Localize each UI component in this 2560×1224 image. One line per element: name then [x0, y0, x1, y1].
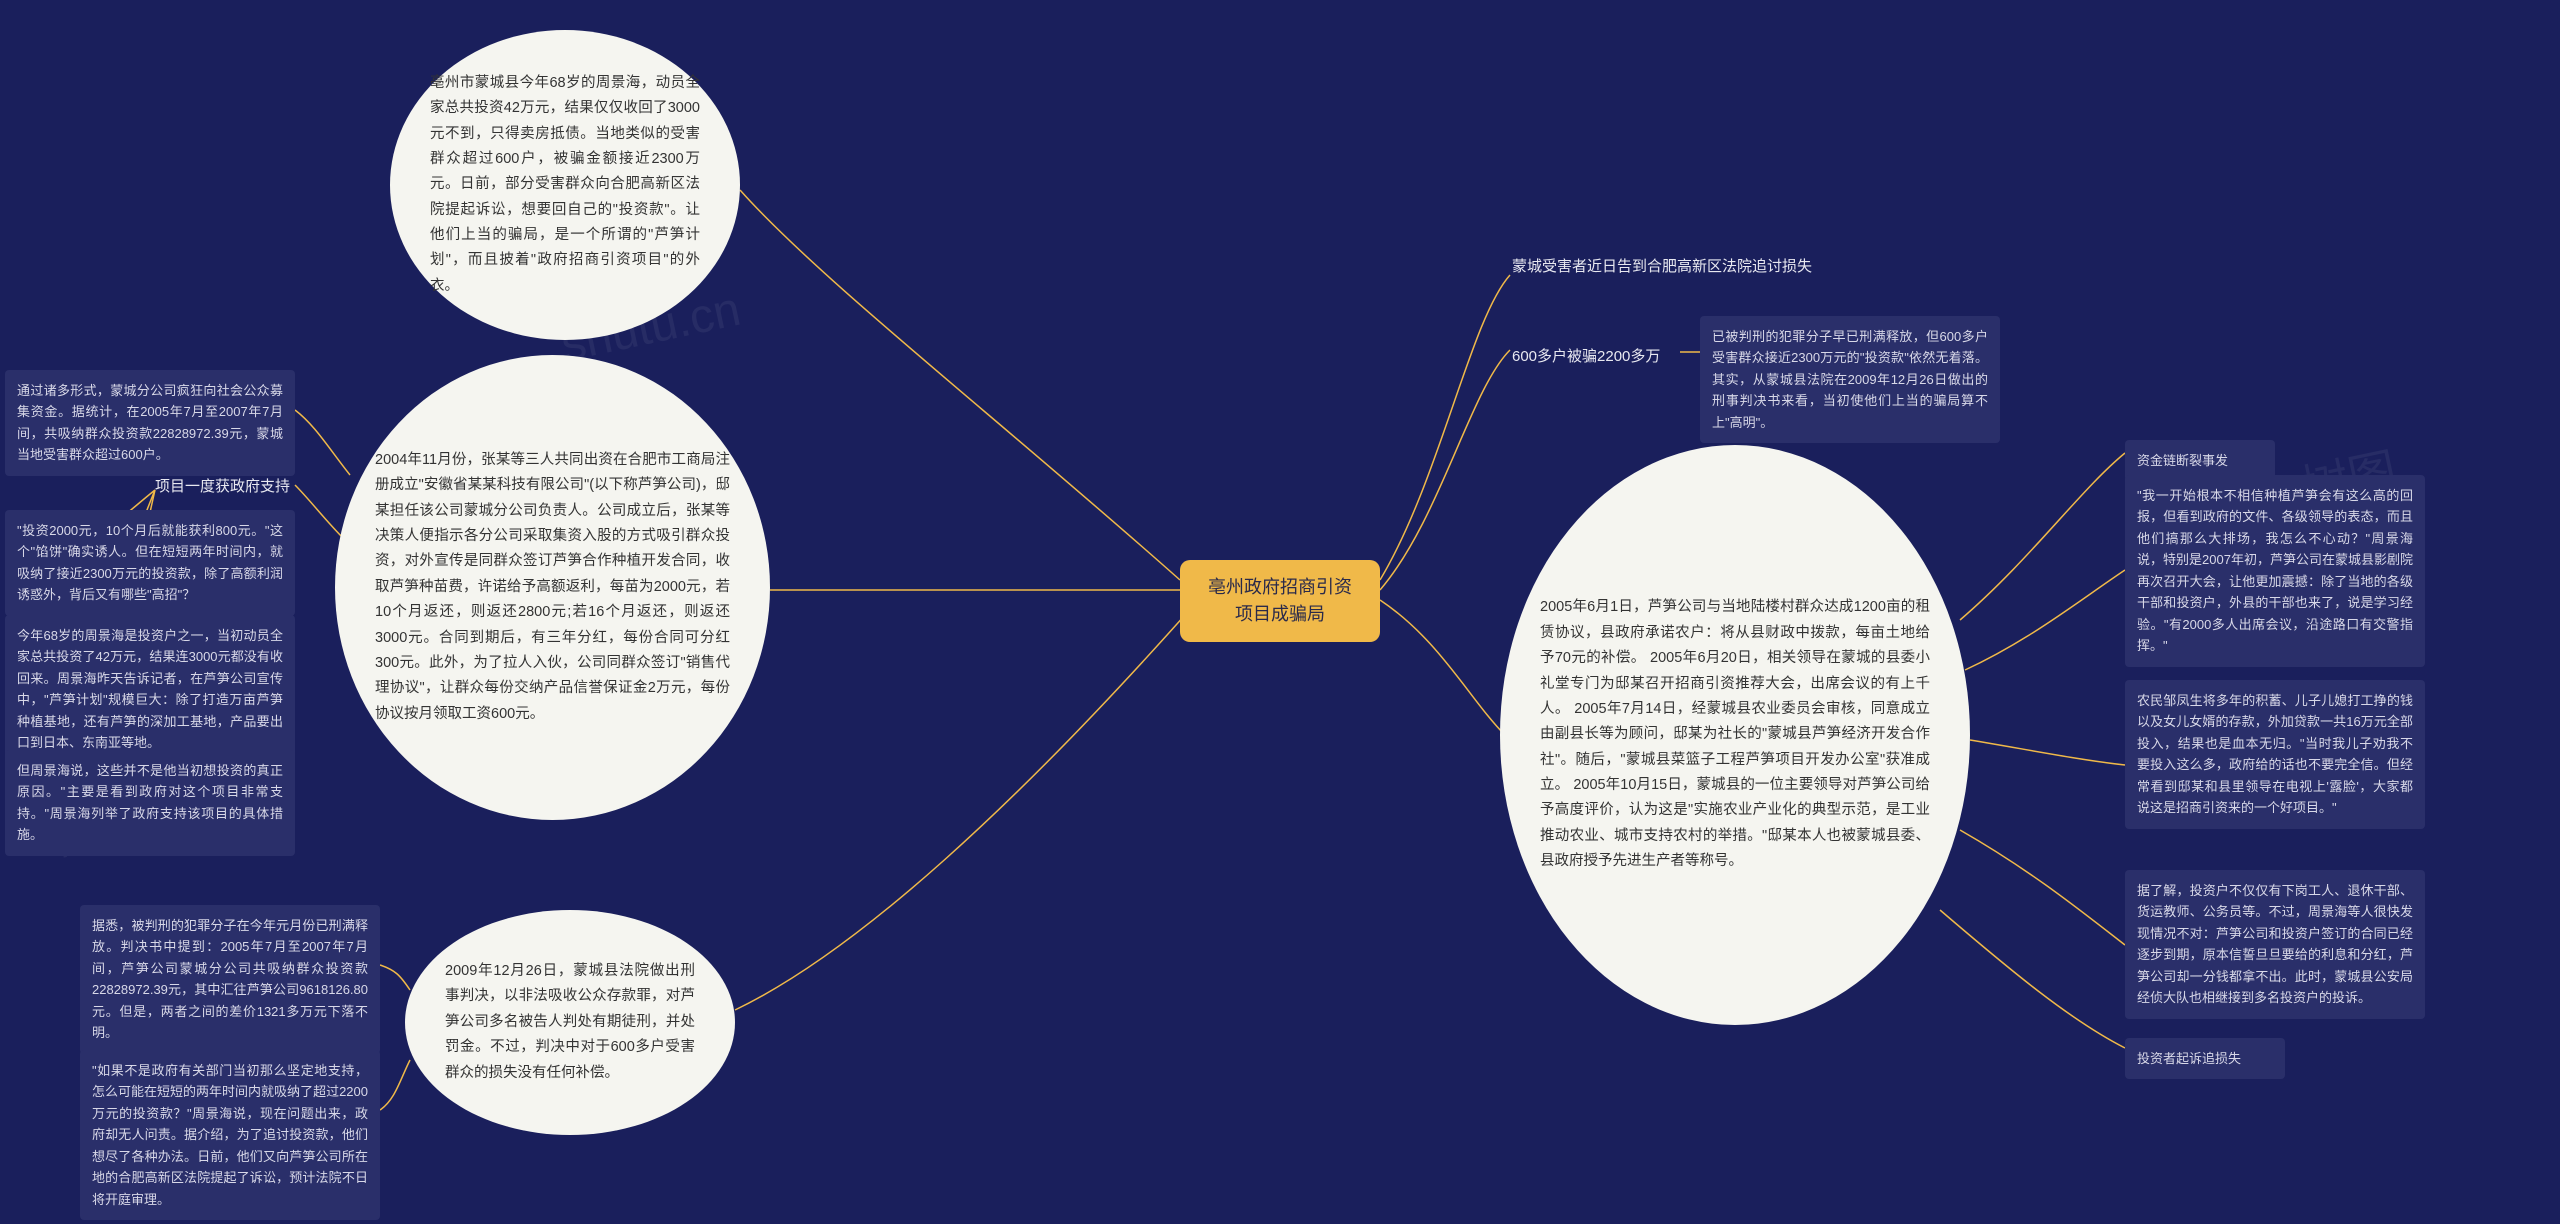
center-title: 亳州政府招商引资项目成骗局 [1208, 577, 1352, 624]
bubble-2004[interactable]: 2004年11月份，张某等三人共同出资在合肥市工商局注册成立"安徽省某某科技有限… [335, 355, 770, 820]
label-600-households[interactable]: 600多户被骗2200多万 [1512, 345, 1660, 369]
note-already-released[interactable]: 已被判刑的犯罪分子早已刑满释放，但600多户受害群众接近2300万元的"投资款"… [1700, 316, 2000, 443]
note-farmer-zou[interactable]: 农民邹凤生将多年的积蓄、儿子儿媳打工挣的钱以及女儿女婿的存款，外加贷款一共16万… [2125, 680, 2425, 829]
note-zhou-reason[interactable]: 但周景海说，这些并不是他当初想投资的真正原因。"主要是看到政府对这个项目非常支持… [5, 750, 295, 856]
bubble-intro[interactable]: 亳州市蒙城县今年68岁的周景海，动员全家总共投资42万元，结果仅仅收回了3000… [390, 30, 740, 340]
note-fundraising[interactable]: 通过诸多形式，蒙城分公司疯狂向社会公众募集资金。据统计，在2005年7月至200… [5, 370, 295, 476]
label-lawsuit[interactable]: 蒙城受害者近日告到合肥高新区法院追讨损失 [1512, 255, 1832, 279]
bubble-text: 2009年12月26日，蒙城县法院做出刑事判决，以非法吸收公众存款罪，对芦笋公司… [445, 959, 695, 1086]
note-govt-blame[interactable]: "如果不是政府有关部门当初那么坚定地支持，怎么可能在短短的两年时间内就吸纳了超过… [80, 1050, 380, 1220]
bubble-text: 2005年6月1日，芦笋公司与当地陆楼村群众达成1200亩的租赁协议，县政府承诺… [1540, 595, 1930, 874]
center-node[interactable]: 亳州政府招商引资项目成骗局 [1180, 560, 1380, 642]
bubble-text: 2004年11月份，张某等三人共同出资在合肥市工商局注册成立"安徽省某某科技有限… [375, 448, 730, 727]
note-investors-sue[interactable]: 投资者起诉追损失 [2125, 1038, 2285, 1079]
bubble-2005-timeline[interactable]: 2005年6月1日，芦笋公司与当地陆楼村群众达成1200亩的租赁协议，县政府承诺… [1500, 445, 1970, 1025]
note-investors[interactable]: 据了解，投资户不仅仅有下岗工人、退休干部、货运教师、公务员等。不过，周景海等人很… [2125, 870, 2425, 1019]
label-govt-support[interactable]: 项目一度获政府支持 [155, 475, 290, 499]
note-released[interactable]: 据悉，被判刑的犯罪分子在今年元月份已刑满释放。判决书中提到：2005年7月至20… [80, 905, 380, 1054]
note-2000yuan[interactable]: "投资2000元，10个月后就能获利800元。"这个"馅饼"确实诱人。但在短短两… [5, 510, 295, 616]
bubble-2009-verdict[interactable]: 2009年12月26日，蒙城县法院做出刑事判决，以非法吸收公众存款罪，对芦笋公司… [405, 910, 735, 1135]
note-zhou-68[interactable]: 今年68岁的周景海是投资户之一，当初动员全家总共投资了42万元，结果连3000元… [5, 615, 295, 764]
bubble-text: 亳州市蒙城县今年68岁的周景海，动员全家总共投资42万元，结果仅仅收回了3000… [430, 71, 700, 299]
note-disbelief[interactable]: "我一开始根本不相信种植芦笋会有这么高的回报，但看到政府的文件、各级领导的表态，… [2125, 475, 2425, 667]
